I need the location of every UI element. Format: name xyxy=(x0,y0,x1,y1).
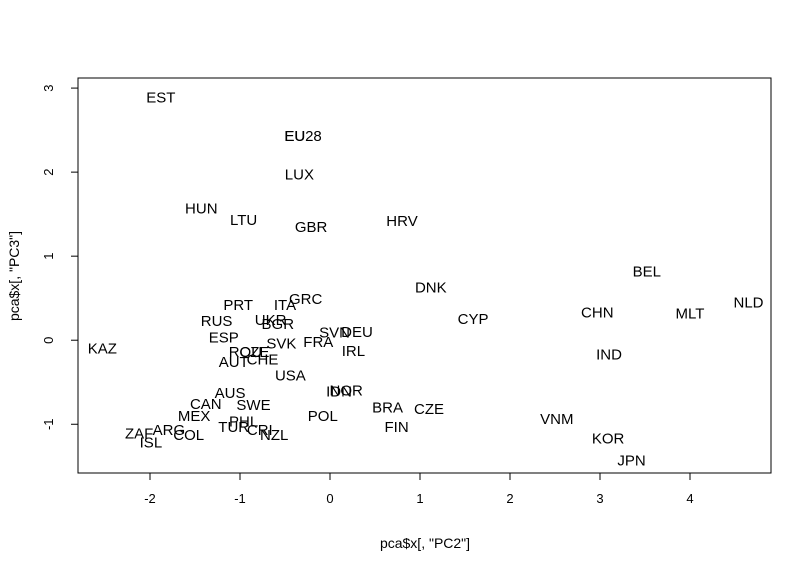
point-label-pol: POL xyxy=(308,408,338,425)
point-label-nor: NOR xyxy=(330,383,364,400)
point-label-kor: KOR xyxy=(592,431,625,448)
x-tick-label: 3 xyxy=(596,491,603,506)
point-label-che: CHE xyxy=(247,352,279,369)
point-label-ltu: LTU xyxy=(230,212,257,229)
point-label-aus: AUS xyxy=(215,385,246,402)
point-label-cri: CRI xyxy=(247,422,273,439)
point-label-can: CAN xyxy=(190,396,222,413)
point-label-cyp: CYP xyxy=(458,311,489,328)
point-label-mlt: MLT xyxy=(676,305,705,322)
x-axis: -2 -1 0 1 2 3 4 xyxy=(144,472,694,506)
point-label-lux: LUX xyxy=(285,167,314,184)
point-label-jpn: JPN xyxy=(617,452,645,469)
point-label-irl: IRL xyxy=(342,343,365,360)
point-label-arg: ARG xyxy=(153,422,186,439)
point-label-mex: MEX xyxy=(178,408,211,425)
point-label-rou: ROU xyxy=(229,344,262,361)
x-axis-title: pca$x[, "PC2"] xyxy=(380,535,470,551)
point-label-phl: PHL xyxy=(229,414,258,431)
point-label-prt: PRT xyxy=(223,297,253,314)
x-tick-label: 0 xyxy=(326,491,333,506)
y-tick-label: 3 xyxy=(41,84,56,91)
point-label-eu: EU xyxy=(284,128,305,145)
point-label-hun: HUN xyxy=(185,200,218,217)
y-tick-label: -1 xyxy=(41,418,56,430)
point-label-kaz: KAZ xyxy=(88,341,117,358)
point-label-cze: CZE xyxy=(239,344,269,361)
point-label-bgr: BGR xyxy=(262,316,295,333)
x-tick-label: -1 xyxy=(234,491,246,506)
x-tick-label: 2 xyxy=(506,491,513,506)
point-label-hrv: HRV xyxy=(386,213,417,230)
point-label-dnk: DNK xyxy=(415,279,447,296)
point-label-nzl: NZL xyxy=(260,427,288,444)
point-label-ita: ITA xyxy=(274,297,296,314)
point-label-ukr: UKR xyxy=(255,312,287,329)
point-label-swe: SWE xyxy=(236,397,270,414)
point-label-bel: BEL xyxy=(633,263,661,280)
y-tick-label: 2 xyxy=(41,169,56,176)
point-label-fra: FRA xyxy=(303,334,333,351)
point-label-usa: USA xyxy=(275,368,306,385)
y-axis: -1 0 1 2 3 xyxy=(41,84,79,430)
point-label-col: COL xyxy=(173,427,204,444)
x-tick-label: 4 xyxy=(686,491,693,506)
point-label-svk: SVK xyxy=(266,336,296,353)
point-label-esp: ESP xyxy=(209,330,239,347)
point-label-nld: NLD xyxy=(733,294,763,311)
x-tick-label: -2 xyxy=(144,491,156,506)
x-tick-label: 1 xyxy=(416,491,423,506)
point-label-gbr: GBR xyxy=(295,219,328,236)
point-label-zaf: ZAF xyxy=(125,426,153,443)
point-label-bra: BRA xyxy=(372,399,403,416)
point-label-chn: CHN xyxy=(581,304,614,321)
point-label-svn: SVN xyxy=(319,325,350,342)
point-label-isl: ISL xyxy=(140,435,163,452)
y-tick-label: 1 xyxy=(41,253,56,260)
point-label-tur: TUR xyxy=(218,419,249,436)
point-label-ind: IND xyxy=(596,347,622,364)
point-label-vnm: VNM xyxy=(540,411,573,428)
point-label-rus: RUS xyxy=(201,313,233,330)
point-label-grc: GRC xyxy=(289,291,323,308)
y-tick-label: 0 xyxy=(41,337,56,344)
point-label-deu: DEU xyxy=(341,324,373,341)
point-label-est: EST xyxy=(146,89,175,106)
point-label-eu28: EU28 xyxy=(284,128,322,145)
y-axis-title: pca$x[, "PC3"] xyxy=(6,231,22,321)
point-label-fin: FIN xyxy=(385,419,409,436)
point-label-cze: CZE xyxy=(414,401,444,418)
point-label-aut: AUT xyxy=(219,354,249,371)
point-label-idn: IDN xyxy=(326,383,352,400)
